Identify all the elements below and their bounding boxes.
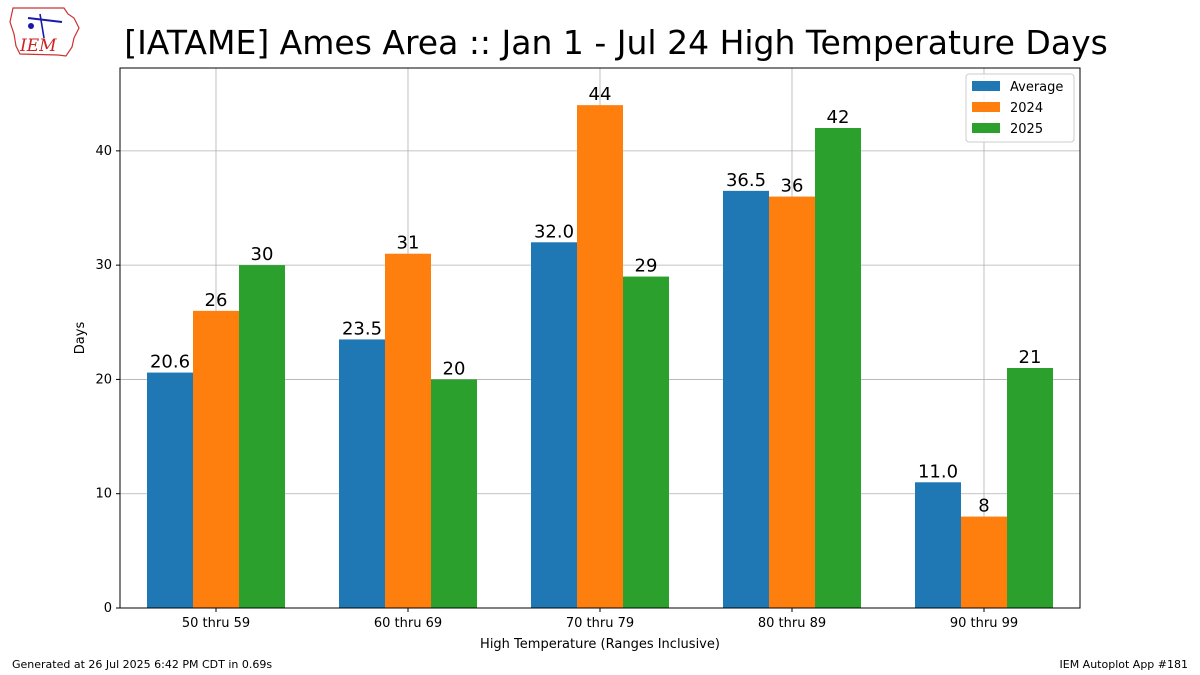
bar-average (723, 190, 769, 608)
bar-average (531, 242, 577, 609)
bar-value-label: 11.0 (918, 461, 958, 482)
bar-2024 (385, 253, 431, 608)
legend-entry: Average (1010, 80, 1063, 95)
bar-value-label: 20.6 (150, 352, 190, 373)
bar-value-label: 29 (635, 256, 658, 277)
iowa-outline-icon (9, 7, 80, 57)
legend-swatch (972, 81, 1000, 91)
bar-average (147, 372, 193, 608)
bar-value-label: 44 (589, 84, 612, 105)
logo-text: IEM (19, 36, 57, 56)
chart-title: [IATAME] Ames Area :: Jan 1 - Jul 24 Hig… (124, 23, 1108, 62)
weather-station-mast-icon (39, 13, 45, 39)
footer-generated-text: Generated at 26 Jul 2025 6:42 PM CDT in … (12, 658, 273, 671)
bar-2025 (815, 128, 861, 608)
x-tick-label: 60 thru 69 (374, 616, 442, 631)
bar-2025 (431, 379, 477, 608)
x-axis-label: High Temperature (Ranges Inclusive) (480, 637, 720, 652)
legend-swatch (972, 123, 1000, 133)
bar-value-label: 42 (827, 107, 850, 128)
axis-ticks: 0 10 20 30 40 50 thru 59 60 thru 69 70 thru 79 8… (95, 144, 1018, 631)
legend: Average 2024 2025 (965, 73, 1075, 143)
bar-value-label: 36.5 (726, 170, 766, 191)
iem-logo: IEM (9, 7, 80, 57)
y-tick-label: 10 (95, 487, 112, 502)
bar-2024 (961, 516, 1007, 608)
bar-2025 (623, 276, 669, 608)
x-tick-label: 70 thru 79 (566, 616, 634, 631)
legend-swatch (972, 102, 1000, 112)
bar-2024 (769, 196, 815, 609)
bar-value-label: 32.0 (534, 221, 574, 242)
weather-station-icon (27, 17, 63, 23)
legend-entry: 2024 (1010, 101, 1043, 116)
bars (147, 105, 1053, 609)
bar-value-label: 20 (443, 358, 466, 379)
x-tick-label: 90 thru 99 (950, 616, 1018, 631)
bar-value-label: 30 (251, 244, 274, 265)
x-tick-label: 50 thru 59 (182, 616, 250, 631)
y-tick-label: 30 (95, 258, 112, 273)
bar-value-label: 36 (781, 176, 804, 197)
footer-app-id: IEM Autoplot App #181 (1059, 658, 1189, 671)
weather-station-dot-icon (28, 23, 34, 29)
y-axis-label: Days (73, 322, 88, 355)
bar-value-label: 23.5 (342, 318, 382, 339)
bar-average (339, 339, 385, 608)
bar-2024 (577, 105, 623, 609)
bar-2024 (193, 310, 239, 608)
legend-entry: 2025 (1010, 122, 1043, 137)
y-tick-label: 0 (104, 601, 112, 616)
bar-value-label: 21 (1019, 347, 1042, 368)
bar-value-label: 8 (978, 496, 989, 517)
bar-average (915, 482, 961, 608)
y-tick-label: 20 (95, 372, 112, 387)
bar-2025 (1007, 368, 1053, 608)
bar-value-label: 26 (205, 290, 228, 311)
x-tick-label: 80 thru 89 (758, 616, 826, 631)
bar-labels: 20.6 26 30 23.5 31 20 32.0 44 29 36.5 36 42 11.0 8 21 (150, 84, 1041, 516)
y-tick-label: 40 (95, 144, 112, 159)
bar-value-label: 31 (397, 233, 420, 254)
bar-2025 (239, 265, 285, 608)
